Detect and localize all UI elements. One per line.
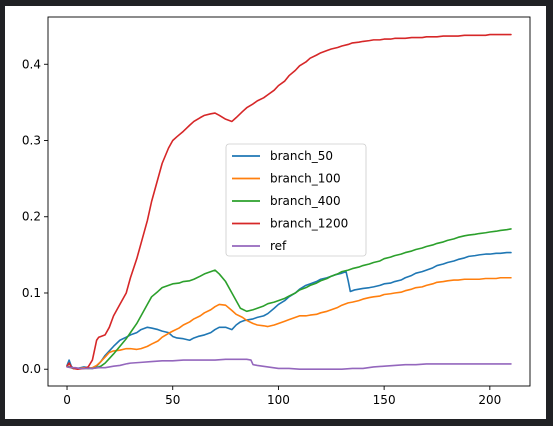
legend: branch_50 branch_100 branch_400 branch_1200… (225, 143, 367, 257)
y-tick-label: 0.2 (22, 210, 41, 224)
plot-area (66, 33, 512, 371)
x-tick-label: 150 (373, 393, 396, 407)
legend-label-branch_400: branch_400 (270, 194, 341, 208)
legend-label-branch_1200: branch_1200 (270, 217, 348, 231)
y-tick-label: 0.0 (22, 362, 41, 376)
axes: 0 50 100 150 200 0.0 0.1 0.2 0.3 0.4 (22, 16, 531, 407)
x-tick-label: 50 (165, 393, 180, 407)
y-tick-label: 0.3 (22, 134, 41, 148)
x-tick-label: 0 (63, 393, 71, 407)
series-line-branch_400 (66, 228, 512, 370)
series-line-branch_100 (66, 276, 512, 370)
axes-frame (47, 16, 531, 387)
x-tick-label: 100 (267, 393, 290, 407)
legend-label-branch_50: branch_50 (270, 149, 333, 163)
series-line-branch_1200 (66, 33, 512, 371)
series-line-ref (66, 358, 512, 371)
legend-label-branch_100: branch_100 (270, 172, 341, 186)
x-tick-label: 200 (478, 393, 501, 407)
y-tick-label: 0.4 (22, 57, 41, 71)
series-line-branch_50 (66, 251, 512, 370)
y-tick-label: 0.1 (22, 286, 41, 300)
legend-label-ref: ref (270, 239, 287, 253)
legend-box (225, 143, 367, 257)
